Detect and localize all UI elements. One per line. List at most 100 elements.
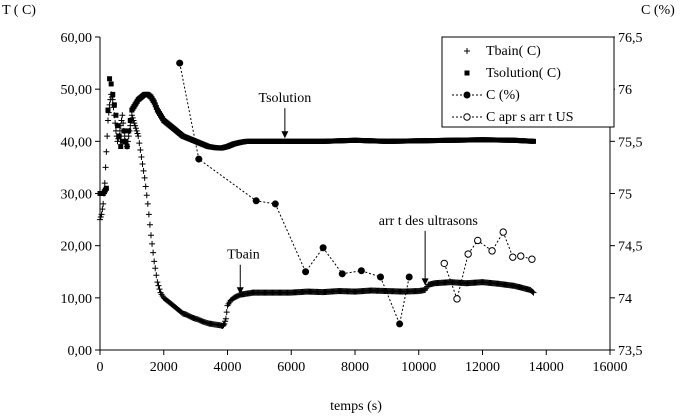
y-right-tick-label: 74 <box>618 292 632 307</box>
y-axis-left: 0,00 10,00 20,00 30,00 40,00 50,00 60,00 <box>61 31 101 359</box>
data-point <box>464 250 472 258</box>
data-point <box>132 125 139 132</box>
data-point <box>152 265 159 272</box>
data-point <box>128 112 135 119</box>
y-axis-right: 73,5 74 74,5 75 75,5 76 76,5 <box>609 31 643 359</box>
data-point <box>150 249 157 256</box>
series-layer <box>97 59 537 330</box>
annotation-label: arr t des ultrasons <box>379 214 478 229</box>
data-point <box>474 236 482 245</box>
data-point <box>153 104 159 110</box>
data-point <box>222 318 229 325</box>
data-point <box>127 117 133 123</box>
data-point <box>153 272 160 279</box>
data-point <box>104 133 111 140</box>
y-left-tick-label: 40,00 <box>61 135 93 150</box>
data-point <box>142 183 149 190</box>
data-point <box>149 240 156 247</box>
data-point <box>252 197 260 205</box>
y-left-tick-label: 20,00 <box>61 240 93 255</box>
data-point <box>154 279 161 286</box>
legend: Tbain( C) Tsolution( C) C (%) C apr s ar… <box>441 36 615 128</box>
data-point <box>223 309 230 316</box>
y-left-tick-label: 50,00 <box>61 83 93 98</box>
data-point <box>140 167 147 174</box>
y-right-tick-label: 73,5 <box>618 344 643 359</box>
y-axis-left-label: T ( C) <box>2 3 36 18</box>
data-point <box>148 232 154 239</box>
data-point <box>124 144 130 150</box>
legend-label-tbain: Tbain( C) <box>486 44 541 59</box>
annotation-arrow-head <box>281 131 289 139</box>
data-point <box>110 91 116 97</box>
data-point <box>126 128 132 134</box>
data-point <box>145 211 152 218</box>
data-point <box>220 321 227 328</box>
data-point <box>106 101 113 108</box>
x-tick-label: 2000 <box>150 360 178 375</box>
legend-marker <box>464 48 470 54</box>
data-point <box>195 155 203 163</box>
data-point <box>377 273 384 281</box>
series-1 <box>97 76 536 196</box>
x-tick-label: 4000 <box>214 360 242 375</box>
data-point <box>530 289 537 296</box>
y-left-tick-label: 0,00 <box>68 344 93 359</box>
legend-label-c: C (%) <box>486 88 520 103</box>
data-point <box>405 273 413 281</box>
data-point <box>133 127 140 134</box>
data-point <box>156 286 163 293</box>
data-point <box>151 258 158 265</box>
x-tick-label: 0 <box>97 360 104 375</box>
data-point <box>99 206 106 213</box>
data-point <box>113 112 119 118</box>
legend-marker <box>463 91 471 99</box>
y-right-tick-label: 75,5 <box>618 135 643 150</box>
data-point <box>135 133 142 140</box>
data-point <box>100 200 107 207</box>
data-point <box>103 148 110 155</box>
legend-marker <box>463 113 471 121</box>
series-2 <box>176 59 413 328</box>
data-point <box>138 153 145 160</box>
data-point <box>143 192 150 199</box>
data-point <box>139 160 146 167</box>
annotation-label: Tsolution <box>259 91 312 106</box>
annotation-1: Tbain <box>227 248 260 295</box>
x-tick-label: 10000 <box>401 360 436 375</box>
annotation-label: Tbain <box>227 248 260 263</box>
data-point <box>125 133 132 140</box>
data-point <box>102 164 109 171</box>
data-point <box>144 200 151 207</box>
data-point <box>107 76 113 82</box>
data-point <box>151 99 157 105</box>
data-point <box>116 133 122 139</box>
x-axis: 0 2000 4000 6000 8000 10000 12000 14000 16000 <box>97 349 628 375</box>
x-axis-label: temps (s) <box>330 399 382 414</box>
data-point <box>103 185 109 191</box>
annotation-arrow-head <box>421 278 429 286</box>
y-right-tick-label: 76,5 <box>618 31 643 46</box>
data-point <box>119 138 125 144</box>
data-point <box>529 288 536 295</box>
legend-label-tsolution: Tsolution( C) <box>486 66 561 81</box>
data-point <box>118 117 125 124</box>
x-tick-label: 8000 <box>341 360 369 375</box>
data-point <box>338 270 346 278</box>
data-point <box>499 228 507 236</box>
data-point <box>176 59 184 67</box>
data-point <box>531 138 536 144</box>
data-point <box>108 81 114 87</box>
y-right-tick-label: 75 <box>618 188 632 203</box>
data-point <box>119 112 126 119</box>
data-point <box>146 221 153 228</box>
data-point <box>115 123 121 129</box>
x-tick-label: 6000 <box>277 360 305 375</box>
series-3 <box>440 228 536 303</box>
y-right-tick-label: 76 <box>618 83 632 98</box>
data-point <box>453 295 461 303</box>
data-point <box>109 96 116 103</box>
data-point <box>152 102 158 108</box>
legend-box <box>441 36 615 128</box>
annotation-arrow-head <box>236 287 244 295</box>
